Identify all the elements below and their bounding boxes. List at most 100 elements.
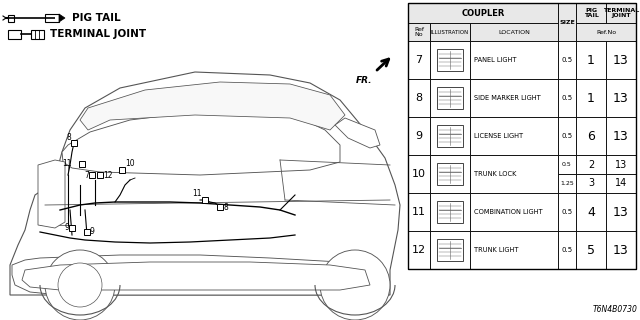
- Polygon shape: [59, 14, 65, 22]
- Bar: [470, 23, 558, 41]
- Text: PANEL LIGHT: PANEL LIGHT: [474, 57, 516, 63]
- Bar: [119, 167, 125, 173]
- Bar: [437, 87, 463, 109]
- Text: 8: 8: [415, 93, 422, 103]
- Text: 9: 9: [90, 228, 95, 236]
- Bar: [408, 193, 430, 231]
- Bar: [69, 225, 75, 231]
- Bar: [576, 41, 606, 79]
- Text: 3: 3: [588, 179, 594, 188]
- Bar: [430, 41, 470, 79]
- Text: LICENSE LIGHT: LICENSE LIGHT: [474, 133, 523, 139]
- Text: 12: 12: [412, 245, 426, 255]
- Bar: [31, 29, 44, 38]
- Text: 11: 11: [412, 207, 426, 217]
- Text: COMBINATION LIGHT: COMBINATION LIGHT: [474, 209, 543, 215]
- Text: 4: 4: [587, 205, 595, 219]
- Circle shape: [58, 263, 102, 307]
- Text: COUPLER: COUPLER: [461, 9, 505, 18]
- Bar: [8, 14, 14, 21]
- Bar: [558, 41, 576, 79]
- Bar: [576, 117, 606, 155]
- Text: 0.5: 0.5: [561, 95, 573, 101]
- Text: 5: 5: [587, 244, 595, 257]
- Bar: [606, 3, 636, 23]
- Bar: [470, 193, 558, 231]
- Text: 0.5: 0.5: [561, 57, 573, 63]
- Text: 13: 13: [613, 130, 629, 142]
- Bar: [606, 155, 636, 174]
- Text: ILLUSTRATION: ILLUSTRATION: [431, 29, 469, 35]
- Bar: [558, 193, 576, 231]
- Bar: [430, 155, 470, 193]
- Text: 13: 13: [615, 159, 627, 170]
- Bar: [470, 155, 558, 193]
- Bar: [430, 23, 470, 41]
- Bar: [606, 79, 636, 117]
- Bar: [430, 117, 470, 155]
- Text: TRUNK LIGHT: TRUNK LIGHT: [474, 247, 518, 253]
- Bar: [576, 193, 606, 231]
- Bar: [576, 155, 606, 174]
- Bar: [84, 229, 90, 235]
- Text: 13: 13: [613, 244, 629, 257]
- Circle shape: [320, 250, 390, 320]
- Polygon shape: [62, 112, 340, 175]
- Text: 9: 9: [64, 223, 69, 233]
- Bar: [408, 231, 430, 269]
- Bar: [558, 174, 576, 193]
- Bar: [437, 239, 463, 261]
- Text: 1: 1: [587, 92, 595, 105]
- Bar: [606, 231, 636, 269]
- Text: SIDE MARKER LIGHT: SIDE MARKER LIGHT: [474, 95, 541, 101]
- Bar: [606, 193, 636, 231]
- Text: PIG
TAIL: PIG TAIL: [584, 8, 598, 18]
- Polygon shape: [38, 160, 65, 228]
- Text: Ref
No: Ref No: [414, 27, 424, 37]
- Text: 9: 9: [415, 131, 422, 141]
- Text: LOCATION: LOCATION: [498, 29, 530, 35]
- Bar: [408, 155, 430, 193]
- Text: 7: 7: [84, 171, 89, 180]
- Bar: [430, 231, 470, 269]
- Bar: [558, 79, 576, 117]
- Text: 8: 8: [224, 203, 228, 212]
- Text: 13: 13: [613, 53, 629, 67]
- Text: TRUNK LOCK: TRUNK LOCK: [474, 171, 516, 177]
- Bar: [470, 41, 558, 79]
- Text: SIZE: SIZE: [559, 20, 575, 25]
- Bar: [576, 174, 606, 193]
- Bar: [89, 172, 95, 178]
- Bar: [558, 231, 576, 269]
- Text: PIG TAIL: PIG TAIL: [72, 13, 120, 23]
- Text: 11: 11: [193, 189, 202, 198]
- Bar: [576, 3, 606, 23]
- Bar: [470, 231, 558, 269]
- Bar: [430, 193, 470, 231]
- Bar: [576, 23, 636, 41]
- Text: T6N4B0730: T6N4B0730: [593, 305, 638, 314]
- Text: 0.5: 0.5: [562, 162, 572, 167]
- Text: 6: 6: [587, 130, 595, 142]
- Bar: [437, 125, 463, 147]
- Text: 2: 2: [588, 159, 594, 170]
- Bar: [576, 231, 606, 269]
- Polygon shape: [22, 262, 370, 290]
- Bar: [470, 79, 558, 117]
- Polygon shape: [80, 82, 345, 130]
- Bar: [606, 41, 636, 79]
- Bar: [408, 3, 636, 269]
- Circle shape: [45, 250, 115, 320]
- Bar: [217, 204, 223, 210]
- Bar: [408, 23, 430, 41]
- Text: 0.5: 0.5: [561, 247, 573, 253]
- Text: 13: 13: [613, 92, 629, 105]
- Bar: [408, 117, 430, 155]
- Bar: [558, 117, 576, 155]
- Bar: [558, 155, 576, 174]
- Bar: [576, 79, 606, 117]
- Polygon shape: [335, 118, 380, 148]
- Text: 0.5: 0.5: [561, 209, 573, 215]
- Text: 10: 10: [125, 159, 134, 169]
- Text: TERMINAL
JOINT: TERMINAL JOINT: [603, 8, 639, 18]
